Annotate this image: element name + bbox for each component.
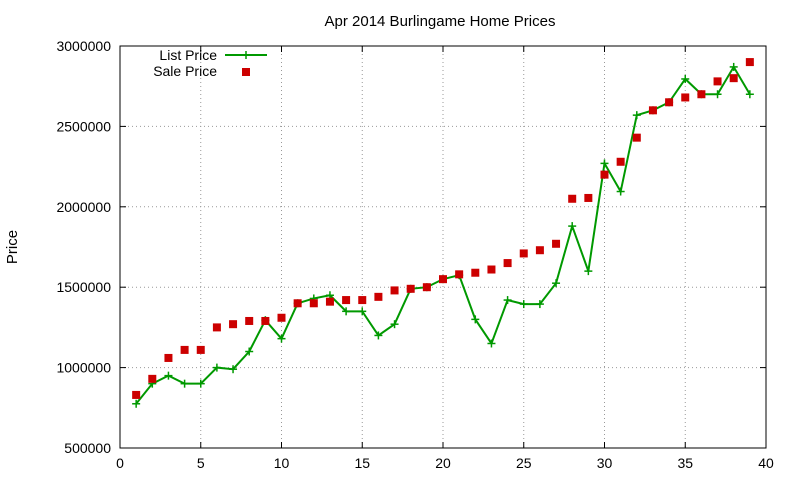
- sale-price-point: [406, 284, 415, 293]
- list-price-point: [745, 90, 754, 99]
- list-price-point: [600, 159, 609, 168]
- sale-price-point: [535, 246, 544, 255]
- y-axis-label: Price: [4, 230, 21, 264]
- y-tick-label: 1000000: [56, 360, 111, 376]
- list-price-point: [277, 334, 286, 343]
- sale-price-point: [600, 170, 609, 179]
- sale-price-point: [293, 299, 302, 308]
- list-price-point: [180, 379, 189, 388]
- sale-price-point: [132, 390, 141, 399]
- sale-price-point: [390, 286, 399, 295]
- sale-price-point: [164, 353, 173, 362]
- sale-price-point: [180, 345, 189, 354]
- x-tick-label: 10: [274, 455, 290, 471]
- x-tick-label: 15: [354, 455, 370, 471]
- list-price-point: [552, 279, 561, 288]
- sale-price-point: [503, 259, 512, 268]
- sale-price-point: [309, 299, 318, 308]
- sale-price-point: [374, 292, 383, 301]
- sale-price-point: [729, 74, 738, 83]
- sale-price-point: [745, 58, 754, 67]
- list-price-point: [729, 62, 738, 71]
- sale-price-point: [552, 239, 561, 248]
- y-tick-label: 3000000: [56, 38, 111, 54]
- list-price-point: [358, 307, 367, 316]
- sale-price-point: [665, 98, 674, 107]
- sale-price-point: [455, 270, 464, 279]
- sale-price-point: [697, 90, 706, 99]
- axes: [119, 45, 767, 449]
- sale-price-point: [471, 268, 480, 277]
- sale-price-point: [325, 297, 334, 306]
- legend-marker-list-price: [242, 51, 250, 59]
- sale-price-point: [568, 194, 577, 203]
- sale-price-point: [422, 283, 431, 292]
- list-price-point: [471, 315, 480, 324]
- y-tick-label: 1500000: [56, 279, 111, 295]
- list-price-point: [584, 267, 593, 276]
- list-price-point: [503, 296, 512, 305]
- sale-price-point: [487, 265, 496, 274]
- sale-price-point: [342, 296, 351, 305]
- sale-price-point: [439, 275, 447, 284]
- sale-price-point: [648, 106, 657, 115]
- y-tick-label: 2500000: [56, 118, 111, 134]
- list-price-point: [535, 300, 544, 309]
- sale-price-point: [519, 249, 528, 258]
- list-price-point: [568, 222, 577, 231]
- chart-title: Apr 2014 Burlingame Home Prices: [325, 13, 556, 30]
- list-price-point: [519, 300, 528, 309]
- sale-price-point: [261, 316, 270, 325]
- list-price-point: [212, 363, 221, 372]
- legend: List Price Sale Price: [153, 47, 267, 79]
- legend-label-list-price: List Price: [159, 47, 217, 63]
- list-price-point: [713, 90, 722, 99]
- list-price-point: [374, 331, 383, 340]
- x-tick-label: 25: [516, 455, 532, 471]
- x-tick-label: 40: [758, 455, 774, 471]
- list-price-point: [132, 399, 141, 408]
- sale-price-point: [245, 316, 254, 325]
- list-price-point: [196, 379, 205, 388]
- sale-price-point: [584, 193, 593, 202]
- sale-price-point: [277, 313, 286, 322]
- sale-price-point: [148, 374, 157, 383]
- sale-price-point: [229, 320, 238, 329]
- sale-price-point: [681, 93, 690, 102]
- x-tick-label: 35: [677, 455, 693, 471]
- legend-swatch-sale-price: [242, 68, 250, 76]
- legend-swatches: [225, 51, 267, 76]
- grid: [120, 46, 766, 448]
- list-price-point: [229, 365, 238, 374]
- legend-label-sale-price: Sale Price: [153, 63, 217, 79]
- sale-price-point: [212, 323, 221, 332]
- sale-price-point: [632, 133, 641, 142]
- y-tick-label: 500000: [64, 440, 111, 456]
- sale-price-point: [196, 345, 205, 354]
- y-tick-label: 2000000: [56, 199, 111, 215]
- list-price-point: [390, 320, 399, 329]
- tick-labels: 0 5 10 15 20 25 30 35 40 500000 1000000 1500000 2000…: [56, 38, 774, 471]
- list-price-point: [342, 307, 351, 316]
- list-price-point: [681, 74, 690, 83]
- list-price-point: [245, 347, 254, 356]
- x-tick-label: 30: [597, 455, 613, 471]
- sale-price-point: [358, 296, 367, 305]
- x-tick-label: 0: [116, 455, 124, 471]
- list-price-point: [164, 371, 173, 380]
- series-layer: [132, 58, 754, 408]
- list-price-point: [487, 339, 496, 348]
- x-tick-label: 5: [197, 455, 205, 471]
- list-price-point: [632, 111, 641, 120]
- sale-price-point: [616, 157, 625, 166]
- x-tick-label: 20: [435, 455, 451, 471]
- list-price-point: [616, 187, 625, 196]
- sale-price-point: [713, 77, 722, 86]
